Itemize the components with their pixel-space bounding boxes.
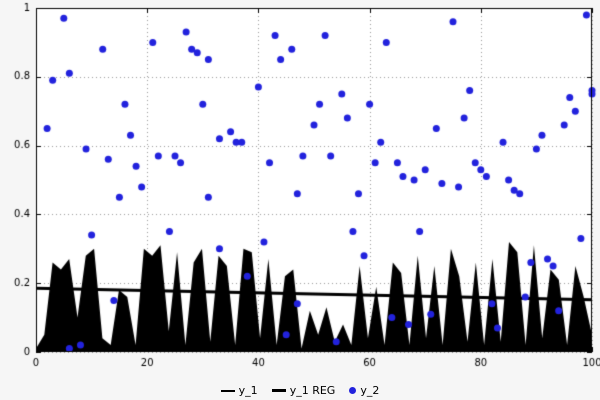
legend-label-y1-reg: y_1 REG — [289, 384, 336, 397]
legend-item-y1-reg: y_1 REG — [271, 384, 336, 397]
y1-line-swatch-icon — [220, 389, 235, 392]
chart-legend: y_1 y_1 REG y_2 — [0, 384, 600, 397]
legend-label-y1: y_1 — [238, 384, 258, 397]
y2-dot-swatch-icon — [349, 387, 357, 394]
legend-item-y2: y_2 — [349, 384, 379, 397]
legend-item-y1: y_1 — [220, 384, 258, 397]
y1-reg-line-swatch-icon — [271, 389, 286, 392]
legend-label-y2: y_2 — [360, 384, 380, 397]
